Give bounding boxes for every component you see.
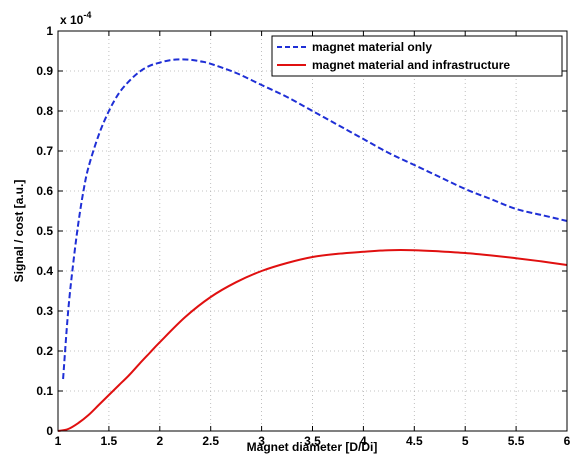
x-tick-label: 5 (462, 434, 469, 448)
x-tick-label: 1.5 (101, 434, 118, 448)
y-tick-label: 0.3 (36, 304, 53, 318)
x-axis-label: Magnet diameter [D/Di] (247, 440, 378, 454)
y-tick-label: 1 (46, 24, 53, 38)
series-line-1 (62, 58, 568, 380)
legend-label-series-1: magnet material only (312, 40, 432, 54)
legend-label-series-2: magnet material and infrastructure (312, 58, 510, 72)
y-tick-label: 0.1 (36, 384, 53, 398)
y-tick-label: 0 (46, 424, 53, 438)
y-tick-label: 0.2 (36, 344, 53, 358)
y-tick-label: 0.7 (36, 144, 53, 158)
series-lines (57, 58, 568, 432)
x-tick-label: 1 (55, 434, 62, 448)
legend-box (271, 35, 563, 77)
x-tick-label: 3.5 (304, 434, 321, 448)
y-exponent-label: x 10-4 (60, 10, 91, 27)
y-tick-label: 0.5 (36, 224, 53, 238)
x-tick-label: 3 (258, 434, 265, 448)
x-tick-label: 6 (564, 434, 571, 448)
legend: magnet material only magnet material and… (271, 35, 563, 77)
y-axis-label: Signal / cost [a.u.] (12, 180, 26, 283)
y-tick-label: 0.9 (36, 64, 53, 78)
x-tick-label: 2 (156, 434, 163, 448)
x-tick-label: 2.5 (202, 434, 219, 448)
x-tick-label: 4 (360, 434, 367, 448)
grid-lines (58, 31, 567, 431)
y-tick-label: 0.8 (36, 104, 53, 118)
x-tick-label: 5.5 (508, 434, 525, 448)
x-tick-label: 4.5 (406, 434, 423, 448)
axis-ticks: 1 1.5 2 2.5 3 3.5 4 4.5 5 5.5 6 0 0.1 0.2 0.3 0.4 0.5 0.6… (36, 24, 570, 448)
series-line-2 (57, 249, 568, 432)
y-tick-label: 0.6 (36, 184, 53, 198)
y-tick-label: 0.4 (36, 264, 53, 278)
y-exponent-power: -4 (83, 10, 91, 20)
